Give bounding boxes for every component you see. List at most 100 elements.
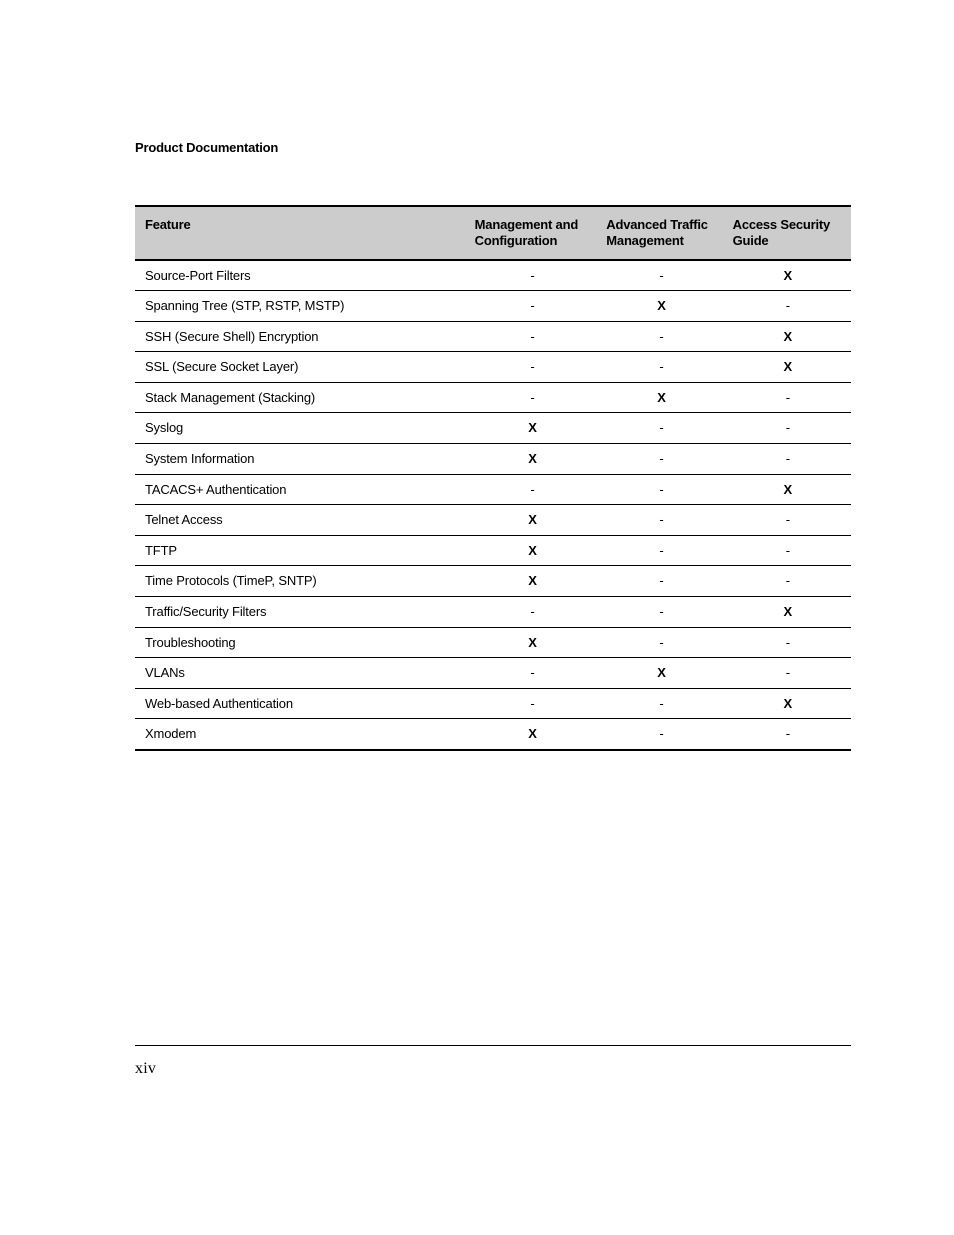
mark-x-icon: X [784,268,793,283]
feature-cell: Syslog [135,413,467,444]
mark-cell-adv: - [598,688,724,719]
mark-cell-sec: - [725,719,851,750]
mark-cell-adv: - [598,566,724,597]
mark-cell-sec: X [725,352,851,383]
mark-cell-adv: - [598,627,724,658]
mark-x-icon: X [657,390,666,405]
table-row: Xmodem X - - [135,719,851,750]
mark-cell-sec: - [725,291,851,322]
table-row: Time Protocols (TimeP, SNTP)X-- [135,566,851,597]
feature-cell: Xmodem [135,719,467,750]
table-row: VLANs-X- [135,658,851,689]
mark-dash-icon: - [530,696,534,711]
mark-dash-icon: - [530,604,534,619]
mark-cell-sec: - [725,413,851,444]
mark-dash-icon: - [659,329,663,344]
mark-dash-icon: - [659,482,663,497]
mark-cell-mgmt: X [467,413,599,444]
feature-cell: SSL (Secure Socket Layer) [135,352,467,383]
col-header-feature: Feature [135,206,467,260]
mark-x-icon: X [528,726,537,741]
mark-cell-adv: - [598,474,724,505]
mark-x-icon: X [784,329,793,344]
mark-dash-icon: - [530,268,534,283]
mark-cell-sec: X [725,474,851,505]
feature-cell: TACACS+ Authentication [135,474,467,505]
mark-cell-sec: X [725,321,851,352]
table-row: Stack Management (Stacking) - X - [135,382,851,413]
table-row: System Information X - - [135,444,851,475]
mark-cell-mgmt: X [467,627,599,658]
mark-cell-sec: - [725,658,851,689]
mark-x-icon: X [528,543,537,558]
mark-dash-icon: - [530,390,534,405]
mark-cell-mgmt: - [467,321,599,352]
page-footer: xiv [135,1045,851,1078]
mark-cell-mgmt: - [467,291,599,322]
table-row: SSH (Secure Shell) Encryption--X [135,321,851,352]
mark-dash-icon: - [530,665,534,680]
mark-cell-sec: - [725,627,851,658]
mark-x-icon: X [784,482,793,497]
mark-cell-mgmt: - [467,658,599,689]
mark-cell-mgmt: X [467,444,599,475]
mark-cell-sec: X [725,597,851,628]
section-header: Product Documentation [135,140,851,155]
table-header-row: Feature Management and Configuration Adv… [135,206,851,260]
mark-cell-mgmt: - [467,474,599,505]
page-content: Product Documentation Feature Management… [135,140,851,751]
mark-dash-icon: - [659,726,663,741]
mark-cell-adv: - [598,719,724,750]
mark-cell-mgmt: - [467,352,599,383]
mark-dash-icon: - [659,696,663,711]
mark-x-icon: X [657,665,666,680]
mark-dash-icon: - [786,390,790,405]
mark-dash-icon: - [659,543,663,558]
mark-cell-adv: - [598,505,724,536]
mark-dash-icon: - [659,268,663,283]
mark-cell-adv: X [598,291,724,322]
mark-x-icon: X [657,298,666,313]
mark-cell-mgmt: X [467,719,599,750]
feature-cell: System Information [135,444,467,475]
mark-dash-icon: - [659,420,663,435]
col-header-access-security: Access Security Guide [725,206,851,260]
feature-cell: Stack Management (Stacking) [135,382,467,413]
mark-cell-sec: - [725,505,851,536]
mark-x-icon: X [784,696,793,711]
mark-dash-icon: - [530,359,534,374]
mark-dash-icon: - [530,298,534,313]
mark-dash-icon: - [659,635,663,650]
feature-matrix-table: Feature Management and Configuration Adv… [135,205,851,751]
mark-x-icon: X [528,512,537,527]
mark-cell-mgmt: X [467,505,599,536]
col-header-management: Management and Configuration [467,206,599,260]
mark-cell-adv: X [598,658,724,689]
footer-rule [135,1045,851,1046]
mark-dash-icon: - [786,512,790,527]
mark-dash-icon: - [659,512,663,527]
mark-x-icon: X [528,451,537,466]
table-row: Web-based Authentication--X [135,688,851,719]
mark-dash-icon: - [659,359,663,374]
mark-x-icon: X [784,359,793,374]
mark-cell-adv: - [598,444,724,475]
mark-dash-icon: - [786,451,790,466]
table-row: TroubleshootingX-- [135,627,851,658]
feature-cell: Spanning Tree (STP, RSTP, MSTP) [135,291,467,322]
table-row: Source-Port Filters--X [135,260,851,291]
feature-cell: Telnet Access [135,505,467,536]
mark-dash-icon: - [659,604,663,619]
mark-cell-sec: X [725,260,851,291]
mark-cell-mgmt: X [467,566,599,597]
mark-cell-adv: - [598,260,724,291]
mark-dash-icon: - [659,573,663,588]
mark-dash-icon: - [786,420,790,435]
mark-cell-mgmt: - [467,597,599,628]
table-row: TFTPX-- [135,535,851,566]
feature-cell: SSH (Secure Shell) Encryption [135,321,467,352]
page-number: xiv [135,1060,851,1078]
mark-dash-icon: - [786,635,790,650]
mark-dash-icon: - [786,573,790,588]
mark-cell-mgmt: - [467,260,599,291]
